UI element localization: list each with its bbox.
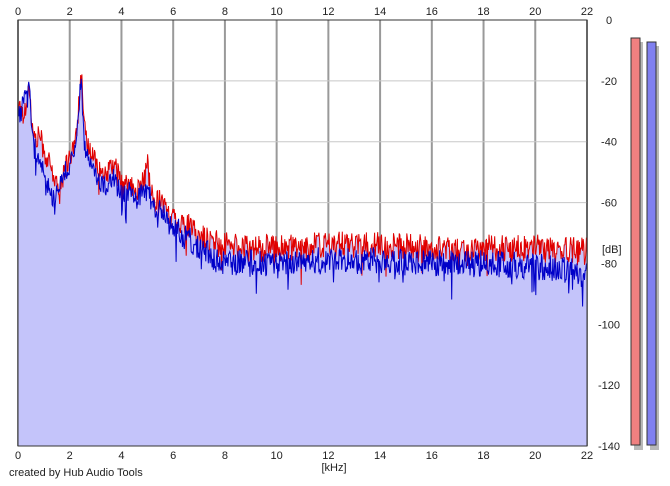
x-tick-label-bottom: 22 [581, 450, 593, 462]
credit-text: created by Hub Audio Tools [9, 467, 143, 479]
x-tick-label-bottom: 0 [15, 450, 21, 462]
series-line-red-channel [17, 74, 588, 285]
x-tick-label-top: 0 [15, 6, 21, 18]
x-tick-label-bottom: 20 [529, 450, 541, 462]
x-tick-label-bottom: 16 [426, 450, 438, 462]
x-tick-label-top: 22 [581, 6, 593, 18]
x-tick-label-top: 10 [271, 6, 283, 18]
x-tick-label-bottom: 6 [170, 450, 176, 462]
x-tick-labels-bottom: 0 2 4 6 8 10 12 14 16 18 20 22 [15, 450, 593, 462]
x-tick-label-bottom: 8 [222, 450, 228, 462]
x-tick-labels-top: 0 2 4 6 8 10 12 14 16 18 20 22 [15, 6, 593, 18]
y-tick-label: 0 [606, 15, 612, 27]
x-tick-label-top: 2 [67, 6, 73, 18]
level-meters [630, 37, 659, 450]
x-tick-label-top: 14 [374, 6, 386, 18]
y-tick-label: -60 [601, 198, 617, 210]
x-tick-label-top: 6 [170, 6, 176, 18]
y-tick-label: -120 [598, 380, 620, 392]
x-tick-label-top: 12 [322, 6, 334, 18]
x-tick-label-bottom: 4 [118, 450, 124, 462]
plot-border [17, 19, 588, 447]
x-tick-label-top: 16 [426, 6, 438, 18]
y-tick-labels: 0 -20 -40 -60 -80 -100 -120 -140 [598, 15, 620, 453]
x-tick-label-bottom: 2 [67, 450, 73, 462]
y-tick-label: -140 [598, 441, 620, 453]
x-tick-label-bottom: 10 [271, 450, 283, 462]
y-tick-label: -80 [601, 258, 617, 270]
series-line-blue-channel [17, 78, 588, 307]
x-tick-label-bottom: 14 [374, 450, 386, 462]
y-tick-label: -100 [598, 319, 620, 331]
level-meter-bar [630, 37, 641, 446]
y-tick-label: -20 [601, 76, 617, 88]
x-tick-label-bottom: 18 [477, 450, 489, 462]
x-tick-label-top: 20 [529, 6, 541, 18]
y-tick-label: -40 [601, 137, 617, 149]
x-tick-label-top: 8 [222, 6, 228, 18]
x-tick-label-bottom: 12 [322, 450, 334, 462]
y-axis-label: [dB] [602, 244, 622, 256]
x-axis-label: [kHz] [321, 462, 346, 474]
x-tick-label-top: 4 [118, 6, 124, 18]
x-tick-label-top: 18 [477, 6, 489, 18]
level-meter-bar [646, 41, 657, 446]
